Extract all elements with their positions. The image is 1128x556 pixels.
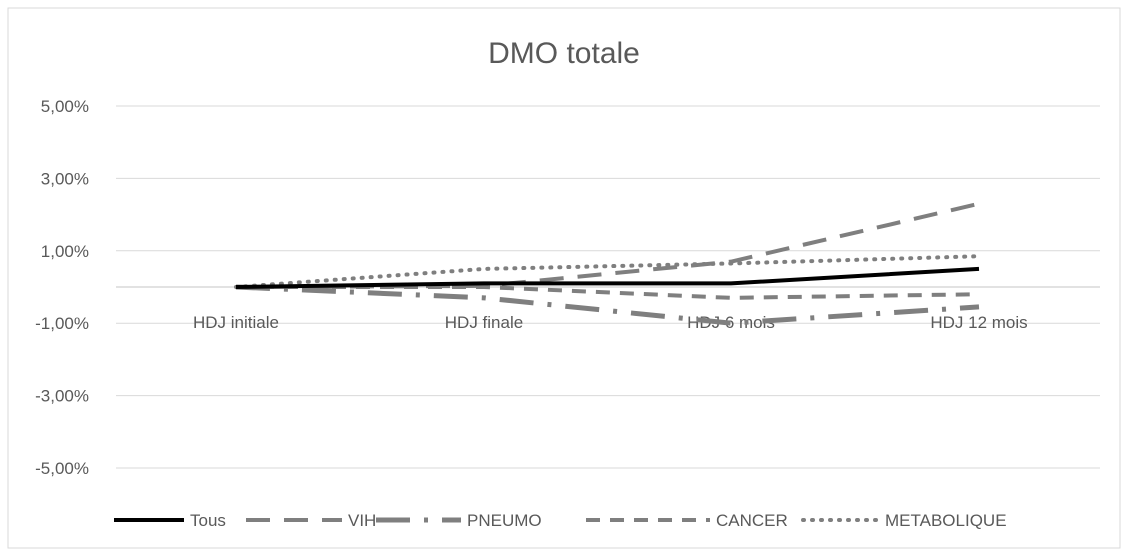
gridlines [116,105,1100,469]
x-tick-label: HDJ 12 mois [930,313,1027,332]
legend-item-pneumo: PNEUMO [376,511,542,530]
legend-item-cancer: CANCER [586,511,788,530]
series-line-pneumo [235,284,980,326]
legend-item-vih: VIH [246,511,376,530]
y-tick-label: -3,00% [35,387,89,406]
legend-label: METABOLIQUE [885,511,1007,530]
legend-item-tous: Tous [114,511,226,530]
y-tick-label: 5,00% [41,97,89,116]
y-tick-label: -5,00% [35,459,89,478]
y-tick-label: 1,00% [41,242,89,261]
legend-item-metabolique: METABOLIQUE [801,511,1007,530]
series-lines [234,201,981,326]
y-tick-label: 3,00% [41,169,89,188]
series-line-tous [235,266,980,289]
x-tick-label: HDJ initiale [193,313,279,332]
legend-label: CANCER [716,511,788,530]
y-axis-tick-labels: 5,00% 3,00% 1,00% -1,00% -3,00% -5,00% [35,97,89,478]
x-tick-label: HDJ finale [445,313,523,332]
chart-area-border [7,7,1121,549]
x-tick-label: HDJ 6 mois [687,313,775,332]
y-tick-label: -1,00% [35,314,89,333]
x-axis-tick-labels: HDJ initiale HDJ finale HDJ 6 mois HDJ 12 m… [193,313,1028,332]
chart-title: DMO totale [488,37,640,70]
series-line-metabolique [234,254,981,289]
legend-label: PNEUMO [467,511,542,530]
legend: Tous VIH PNEUMO CANCER METABOLIQUE [114,511,1007,530]
legend-label: VIH [348,511,376,530]
legend-label: Tous [190,511,226,530]
